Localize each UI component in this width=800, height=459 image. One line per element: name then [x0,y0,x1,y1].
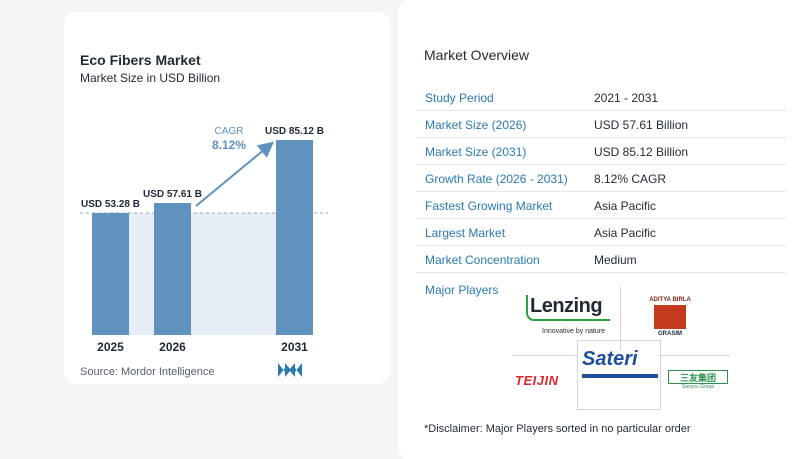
overview-row-fastest-growing: Fastest Growing Market Asia Pacific [416,192,786,219]
mordor-logo-icon [278,363,302,377]
row-value: Asia Pacific [594,226,657,240]
teijin-logo: TEIJIN [515,373,559,388]
overview-row-market-size-2026: Market Size (2026) USD 57.61 Billion [416,111,786,138]
x-tick-2031: 2031 [281,340,308,354]
bar-2025 [92,212,129,335]
row-key: Market Concentration [425,253,540,267]
sanyou-frame [668,370,728,384]
row-value: Medium [594,253,637,267]
bar-2026 [154,203,191,335]
aditya-birla-logo: ADITYA BIRLA GRASIM [648,297,692,339]
x-tick-2025: 2025 [97,340,124,354]
players-divider [660,340,661,410]
chart-title: Eco Fibers Market [80,52,201,68]
players-divider [512,355,578,356]
row-value: USD 57.61 Billion [594,118,689,132]
overview-title: Market Overview [424,47,530,63]
cagr-arrow [195,141,275,207]
major-players-title: Major Players [425,283,499,297]
row-value: USD 85.12 Billion [594,145,689,159]
sateri-logo: Sateri [578,344,660,380]
chart-subtitle: Market Size in USD Billion [80,71,221,85]
sanyou-subname: Sanyou Group [681,384,715,390]
lenzing-tagline: Innovative by nature [542,328,606,335]
players-divider [577,340,578,410]
overview-panel [398,0,800,459]
row-key: Study Period [425,91,494,105]
players-divider [577,409,661,410]
sateri-underline [582,374,658,378]
source-text: Source: Mordor Intelligence [80,366,215,378]
overview-row-growth-rate: Growth Rate (2026 - 2031) 8.12% CAGR [416,165,786,192]
x-tick-2026: 2026 [159,340,186,354]
row-value: 2021 - 2031 [594,91,659,105]
birla-name: ADITYA BIRLA [649,297,691,303]
sateri-name: Sateri [582,348,638,370]
row-key: Growth Rate (2026 - 2031) [425,172,568,186]
lenzing-logo: Lenzing Innovative by nature [522,295,614,340]
row-value: Asia Pacific [594,199,657,213]
data-label-2031: USD 85.12 B [265,126,324,137]
lenzing-logo-frame [526,295,610,321]
row-value: 8.12% CAGR [594,172,667,186]
lenzing-name: Lenzing [530,295,603,317]
grasim-name: GRASIM [658,331,682,337]
overview-row-concentration: Market Concentration Medium [416,246,786,273]
disclaimer: *Disclaimer: Major Players sorted in no … [424,423,691,435]
cagr-value: 8.12% [212,138,246,152]
sanyou-logo: 三友集团 Sanyou Group [668,370,728,390]
data-label-2026: USD 57.61 B [143,189,202,200]
players-divider [620,286,621,350]
players-divider [660,355,730,356]
cagr-label: CAGR [215,126,244,137]
row-key: Market Size (2026) [425,118,527,132]
bar-chart: USD 53.28 B 2025 USD 57.61 B 2026 USD 85.12 … [80,126,328,354]
row-key: Largest Market [425,226,506,240]
players-divider [577,340,661,341]
sanyou-name: 三友集团 [679,373,716,383]
birla-emblem-icon [654,305,686,329]
row-key: Market Size (2031) [425,145,527,159]
projection-shade [129,212,276,335]
row-key: Fastest Growing Market [425,199,553,213]
overview-row-largest-market: Largest Market Asia Pacific [416,219,786,246]
overview-row-market-size-2031: Market Size (2031) USD 85.12 Billion [416,138,786,165]
overview-row-study-period: Study Period 2021 - 2031 [416,84,786,111]
data-label-2025: USD 53.28 B [81,199,140,210]
bar-2031 [276,140,313,335]
